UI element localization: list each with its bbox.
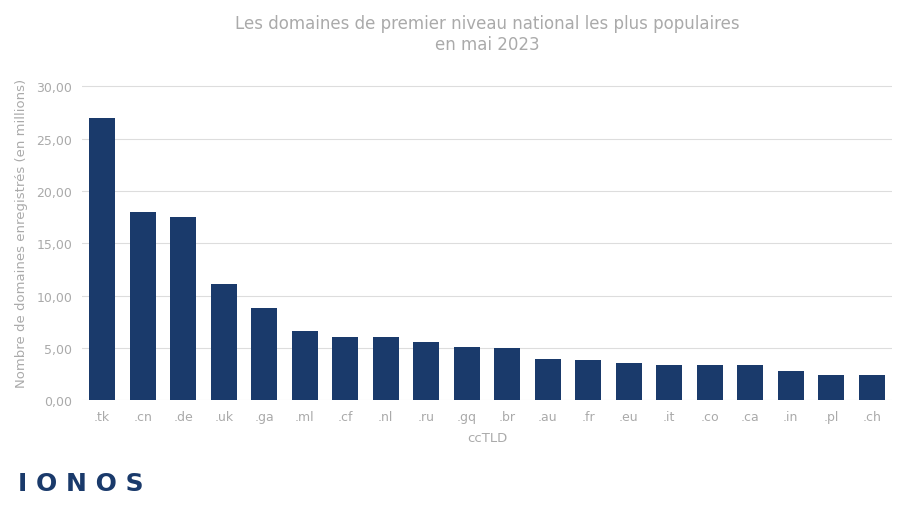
- Bar: [210, 285, 237, 400]
- Bar: [454, 347, 480, 400]
- Bar: [494, 348, 521, 400]
- Bar: [291, 332, 317, 400]
- Bar: [656, 365, 682, 400]
- Bar: [777, 371, 804, 400]
- Bar: [575, 360, 601, 400]
- Bar: [859, 376, 885, 400]
- Y-axis label: Nombre de domaines enregistrés (en millions): Nombre de domaines enregistrés (en milli…: [15, 79, 28, 388]
- Bar: [737, 365, 764, 400]
- Bar: [413, 342, 439, 400]
- Bar: [89, 119, 115, 400]
- X-axis label: ccTLD: ccTLD: [467, 432, 507, 444]
- Bar: [373, 337, 399, 400]
- Bar: [697, 365, 723, 400]
- Bar: [170, 218, 196, 400]
- Bar: [818, 376, 844, 400]
- Bar: [534, 359, 561, 400]
- Bar: [332, 337, 358, 400]
- Bar: [251, 309, 278, 400]
- Bar: [130, 213, 156, 400]
- Text: I O N O S: I O N O S: [18, 471, 144, 495]
- Title: Les domaines de premier niveau national les plus populaires
en mai 2023: Les domaines de premier niveau national …: [235, 15, 739, 54]
- Bar: [616, 363, 642, 400]
